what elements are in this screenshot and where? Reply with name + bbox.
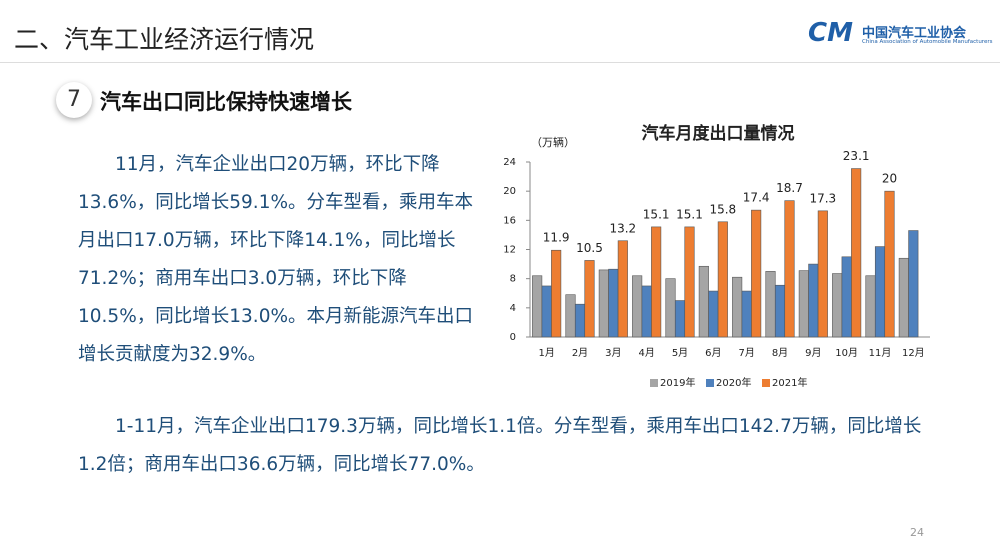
bar: [541, 285, 552, 338]
header-title: 二、汽车工业经济运行情况: [14, 25, 315, 54]
x-tick-label: 9月: [805, 347, 821, 359]
bar: [651, 226, 662, 338]
value-label: 17.4: [743, 191, 770, 205]
x-tick-label: 2月: [572, 347, 588, 359]
legend-label: 2021年: [772, 376, 807, 389]
y-tick-label: 8: [510, 274, 516, 285]
x-tick-label: 6月: [705, 347, 721, 359]
legend-swatch: [706, 379, 714, 387]
y-unit: （万辆）: [531, 135, 575, 149]
bar: [884, 190, 895, 338]
bar: [751, 209, 762, 338]
bar: [774, 284, 786, 338]
bar: [565, 294, 576, 338]
bar: [674, 300, 686, 338]
section-number: 7: [56, 82, 92, 118]
value-label: 13.2: [609, 221, 636, 235]
bar: [832, 273, 843, 338]
x-tick-label: 12月: [902, 347, 925, 359]
value-label: 10.5: [576, 241, 603, 255]
value-label: 23.1: [843, 149, 870, 163]
value-label: 18.7: [776, 181, 803, 195]
bar: [874, 246, 886, 338]
bar: [551, 249, 562, 338]
x-tick-label: 10月: [835, 347, 858, 359]
y-tick-label: 4: [510, 303, 516, 314]
bar: [574, 303, 586, 338]
logo-en: China Association of Automobile Manufact…: [862, 39, 993, 45]
logo-cn: 中国汽车工业协会: [862, 26, 967, 41]
bar: [817, 210, 828, 338]
x-tick-label: 8月: [772, 347, 788, 359]
bar: [798, 270, 809, 338]
bar: [632, 275, 643, 338]
header-rule: [0, 62, 1000, 63]
chart-title: 汽车月度出口量情况: [642, 123, 795, 144]
y-tick-label: 24: [503, 157, 516, 168]
paragraph: 11月，汽车企业出口20万辆，环比下降13.6%，同比增长59.1%。分车型看，…: [78, 154, 474, 365]
bar: [717, 221, 728, 338]
bar: [684, 226, 695, 338]
x-tick-label: 4月: [638, 347, 654, 359]
bar: [617, 240, 628, 338]
logo-mark: CM: [808, 18, 853, 48]
bar: [584, 260, 595, 338]
bar: [841, 256, 852, 338]
bar: [732, 276, 743, 338]
x-tick-label: 1月: [538, 347, 554, 359]
bar: [532, 275, 543, 338]
bar: [765, 271, 776, 338]
section-title: 汽车出口同比保持快速增长: [100, 90, 352, 114]
x-tick-label: 5月: [672, 347, 688, 359]
x-tick-label: 7月: [738, 347, 754, 359]
paragraph: 1-11月，汽车企业出口179.3万辆，同比增长1.1倍。分车型看，乘用车出口1…: [78, 416, 922, 475]
y-tick-label: 16: [503, 215, 516, 226]
bar: [741, 290, 752, 338]
value-label: 17.3: [809, 191, 836, 205]
bar: [641, 285, 652, 338]
x-tick-label: 3月: [605, 347, 621, 359]
bar: [808, 263, 819, 338]
bar: [665, 278, 676, 338]
bar: [851, 168, 862, 338]
bar: [608, 268, 619, 338]
value-label: 15.8: [709, 202, 736, 216]
bar: [865, 275, 876, 338]
bar: [784, 200, 795, 338]
y-tick-label: 12: [503, 245, 516, 256]
bar: [698, 265, 709, 338]
bar: [598, 269, 609, 338]
value-label: 15.1: [676, 207, 703, 221]
page-number: 24: [910, 526, 924, 539]
bar: [708, 290, 719, 338]
legend-label: 2020年: [716, 376, 751, 389]
legend-swatch: [762, 379, 770, 387]
bar: [898, 257, 909, 338]
bar: [908, 230, 919, 338]
legend-label: 2019年: [660, 376, 695, 389]
legend-swatch: [650, 379, 658, 387]
x-tick-label: 11月: [869, 347, 892, 359]
value-label: 15.1: [643, 207, 670, 221]
y-tick-label: 20: [503, 186, 516, 197]
value-label: 11.9: [543, 231, 570, 245]
value-label: 20: [882, 172, 897, 186]
y-tick-label: 0: [510, 332, 516, 343]
